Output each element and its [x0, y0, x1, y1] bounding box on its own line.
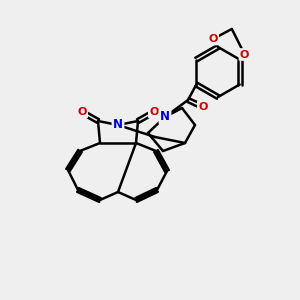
Text: N: N [160, 110, 170, 124]
Text: O: O [149, 107, 159, 117]
Text: O: O [240, 50, 249, 59]
Text: O: O [77, 107, 87, 117]
Text: O: O [198, 102, 208, 112]
Text: N: N [113, 118, 123, 131]
Text: O: O [208, 34, 218, 44]
